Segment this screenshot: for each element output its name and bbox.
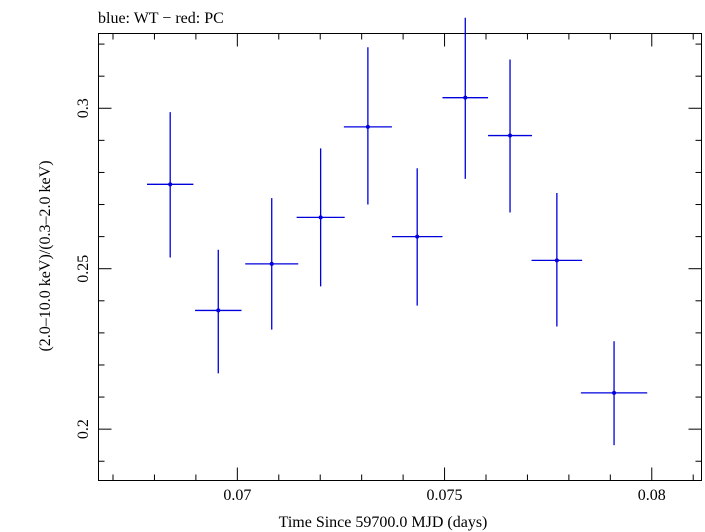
point-marker [168,182,173,187]
wt-series [146,17,648,446]
data-point-3 [245,198,299,330]
point-marker [463,95,468,100]
data-point-1 [146,112,194,258]
point-marker [365,124,370,129]
y-axis-ticks: 0.2 0.25 0.3 [75,43,702,462]
point-marker [554,258,559,263]
point-marker [269,261,274,266]
y-tick-label: 0.2 [75,419,92,439]
data-point-4 [296,148,345,287]
data-point-6 [391,168,443,306]
data-point-5 [343,47,392,205]
point-marker [318,215,323,220]
point-marker [216,308,221,313]
data-point-9 [531,192,583,327]
y-tick-label: 0.25 [75,255,92,283]
data-point-8 [488,59,532,213]
x-tick-label: 0.075 [427,487,463,504]
y-axis-label: (2.0–10.0 keV)/(0.3–2.0 keV) [37,160,54,351]
x-tick-label: 0.08 [638,487,666,504]
point-marker [612,390,617,395]
data-point-7 [442,17,489,179]
x-axis-label: Time Since 59700.0 MJD (days) [279,514,488,531]
x-axis-ticks: 0.07 0.075 0.08 [112,33,694,504]
y-tick-label: 0.3 [75,98,92,118]
point-marker [415,234,420,239]
plot-frame [98,33,702,481]
chart-title: blue: WT − red: PC [98,10,224,27]
data-point-2 [195,249,242,374]
x-tick-label: 0.07 [223,487,251,504]
point-marker [508,133,513,138]
data-point-10 [580,341,648,446]
